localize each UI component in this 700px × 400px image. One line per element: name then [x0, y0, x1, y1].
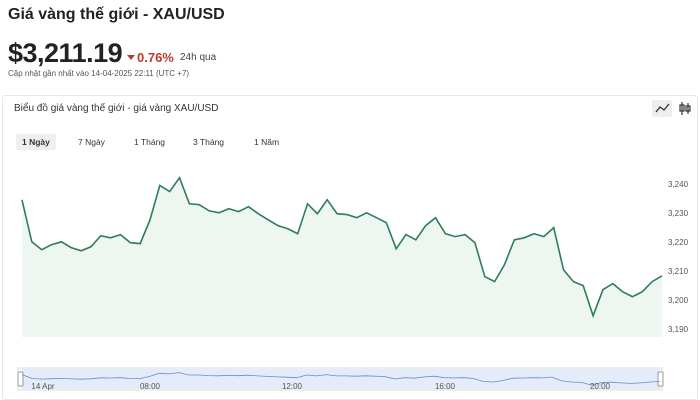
update-time: Cập nhật gần nhất vào 14-04-2025 22:11 (…	[8, 69, 190, 78]
period: 24h qua	[180, 52, 217, 63]
candle-icon[interactable]	[679, 102, 691, 115]
area-fill	[22, 177, 662, 337]
navigator-range[interactable]	[22, 369, 660, 389]
navigator-label: 08:00	[140, 382, 161, 391]
y-tick-label: 3,210	[668, 267, 689, 276]
price-line	[21, 176, 663, 319]
down-arrow	[127, 55, 135, 60]
page-title: Giá vàng thế giới - XAU/USD	[8, 6, 225, 23]
y-tick-label: 3,200	[668, 296, 689, 305]
y-tick-label: 3,190	[668, 325, 689, 334]
tab[interactable]: 3 Tháng	[193, 137, 225, 147]
tab[interactable]: 7 Ngày	[78, 137, 105, 147]
tab[interactable]: 1 Ngày	[16, 134, 56, 150]
y-tick-label: 3,240	[668, 180, 689, 189]
y-tick-label: 3,230	[668, 209, 689, 218]
navigator-label: 16:00	[435, 382, 456, 391]
navigator-label: 12:00	[282, 382, 303, 391]
tab[interactable]: 1 Tháng	[134, 137, 166, 147]
card-title: Biểu đồ giá vàng thế giới - giá vàng XAU…	[14, 103, 219, 114]
price-change: 0.76%	[137, 50, 174, 65]
navigator-handle[interactable]	[657, 371, 664, 387]
y-tick-label: 3,220	[668, 238, 689, 247]
line-icon[interactable]	[655, 103, 670, 113]
navigator-handle[interactable]	[17, 371, 24, 387]
navigator-line	[21, 372, 661, 386]
tab[interactable]: 1 Năm	[254, 137, 280, 147]
navigator-label: 20:00	[590, 382, 611, 391]
price: $3,211.19	[8, 38, 123, 68]
navigator-label: 14 Apr	[31, 382, 54, 391]
